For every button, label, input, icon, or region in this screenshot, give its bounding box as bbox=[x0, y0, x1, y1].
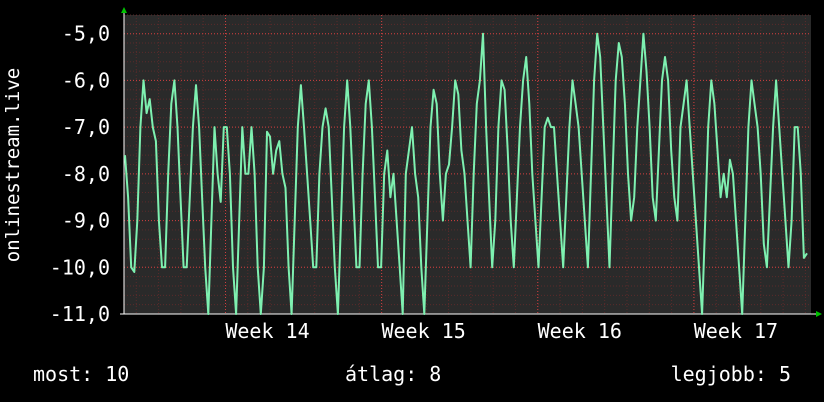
y-axis-label: onlinestream.live bbox=[2, 68, 24, 262]
series-line bbox=[124, 32, 808, 315]
y-tick-label: -10,0 bbox=[50, 255, 110, 279]
x-tick-label: Week 17 bbox=[694, 319, 778, 343]
current-value-stat: most: 10 bbox=[33, 362, 130, 386]
best-value-stat: legjobb: 5 bbox=[670, 362, 791, 386]
y-tick-label: -8,0 bbox=[62, 162, 110, 186]
x-tick-label: Week 15 bbox=[381, 319, 465, 343]
x-tick-label: Week 16 bbox=[538, 319, 622, 343]
y-tick-label: -5,0 bbox=[62, 22, 110, 46]
y-tick-label: -11,0 bbox=[50, 302, 110, 326]
y-axis-arrow bbox=[121, 7, 127, 13]
x-axis-arrow bbox=[816, 311, 822, 317]
y-tick-label: -7,0 bbox=[62, 115, 110, 139]
y-tick-label: -6,0 bbox=[62, 68, 110, 92]
y-axis-ticks: -5,0 -6,0 -7,0 -8,0 -9,0 -10,0 -11,0 bbox=[50, 22, 110, 326]
y-tick-label: -9,0 bbox=[62, 209, 110, 233]
x-tick-label: Week 14 bbox=[225, 319, 309, 343]
average-value-stat: átlag: 8 bbox=[345, 362, 442, 386]
x-axis-ticks: Week 14 Week 15 Week 16 Week 17 bbox=[225, 319, 778, 343]
